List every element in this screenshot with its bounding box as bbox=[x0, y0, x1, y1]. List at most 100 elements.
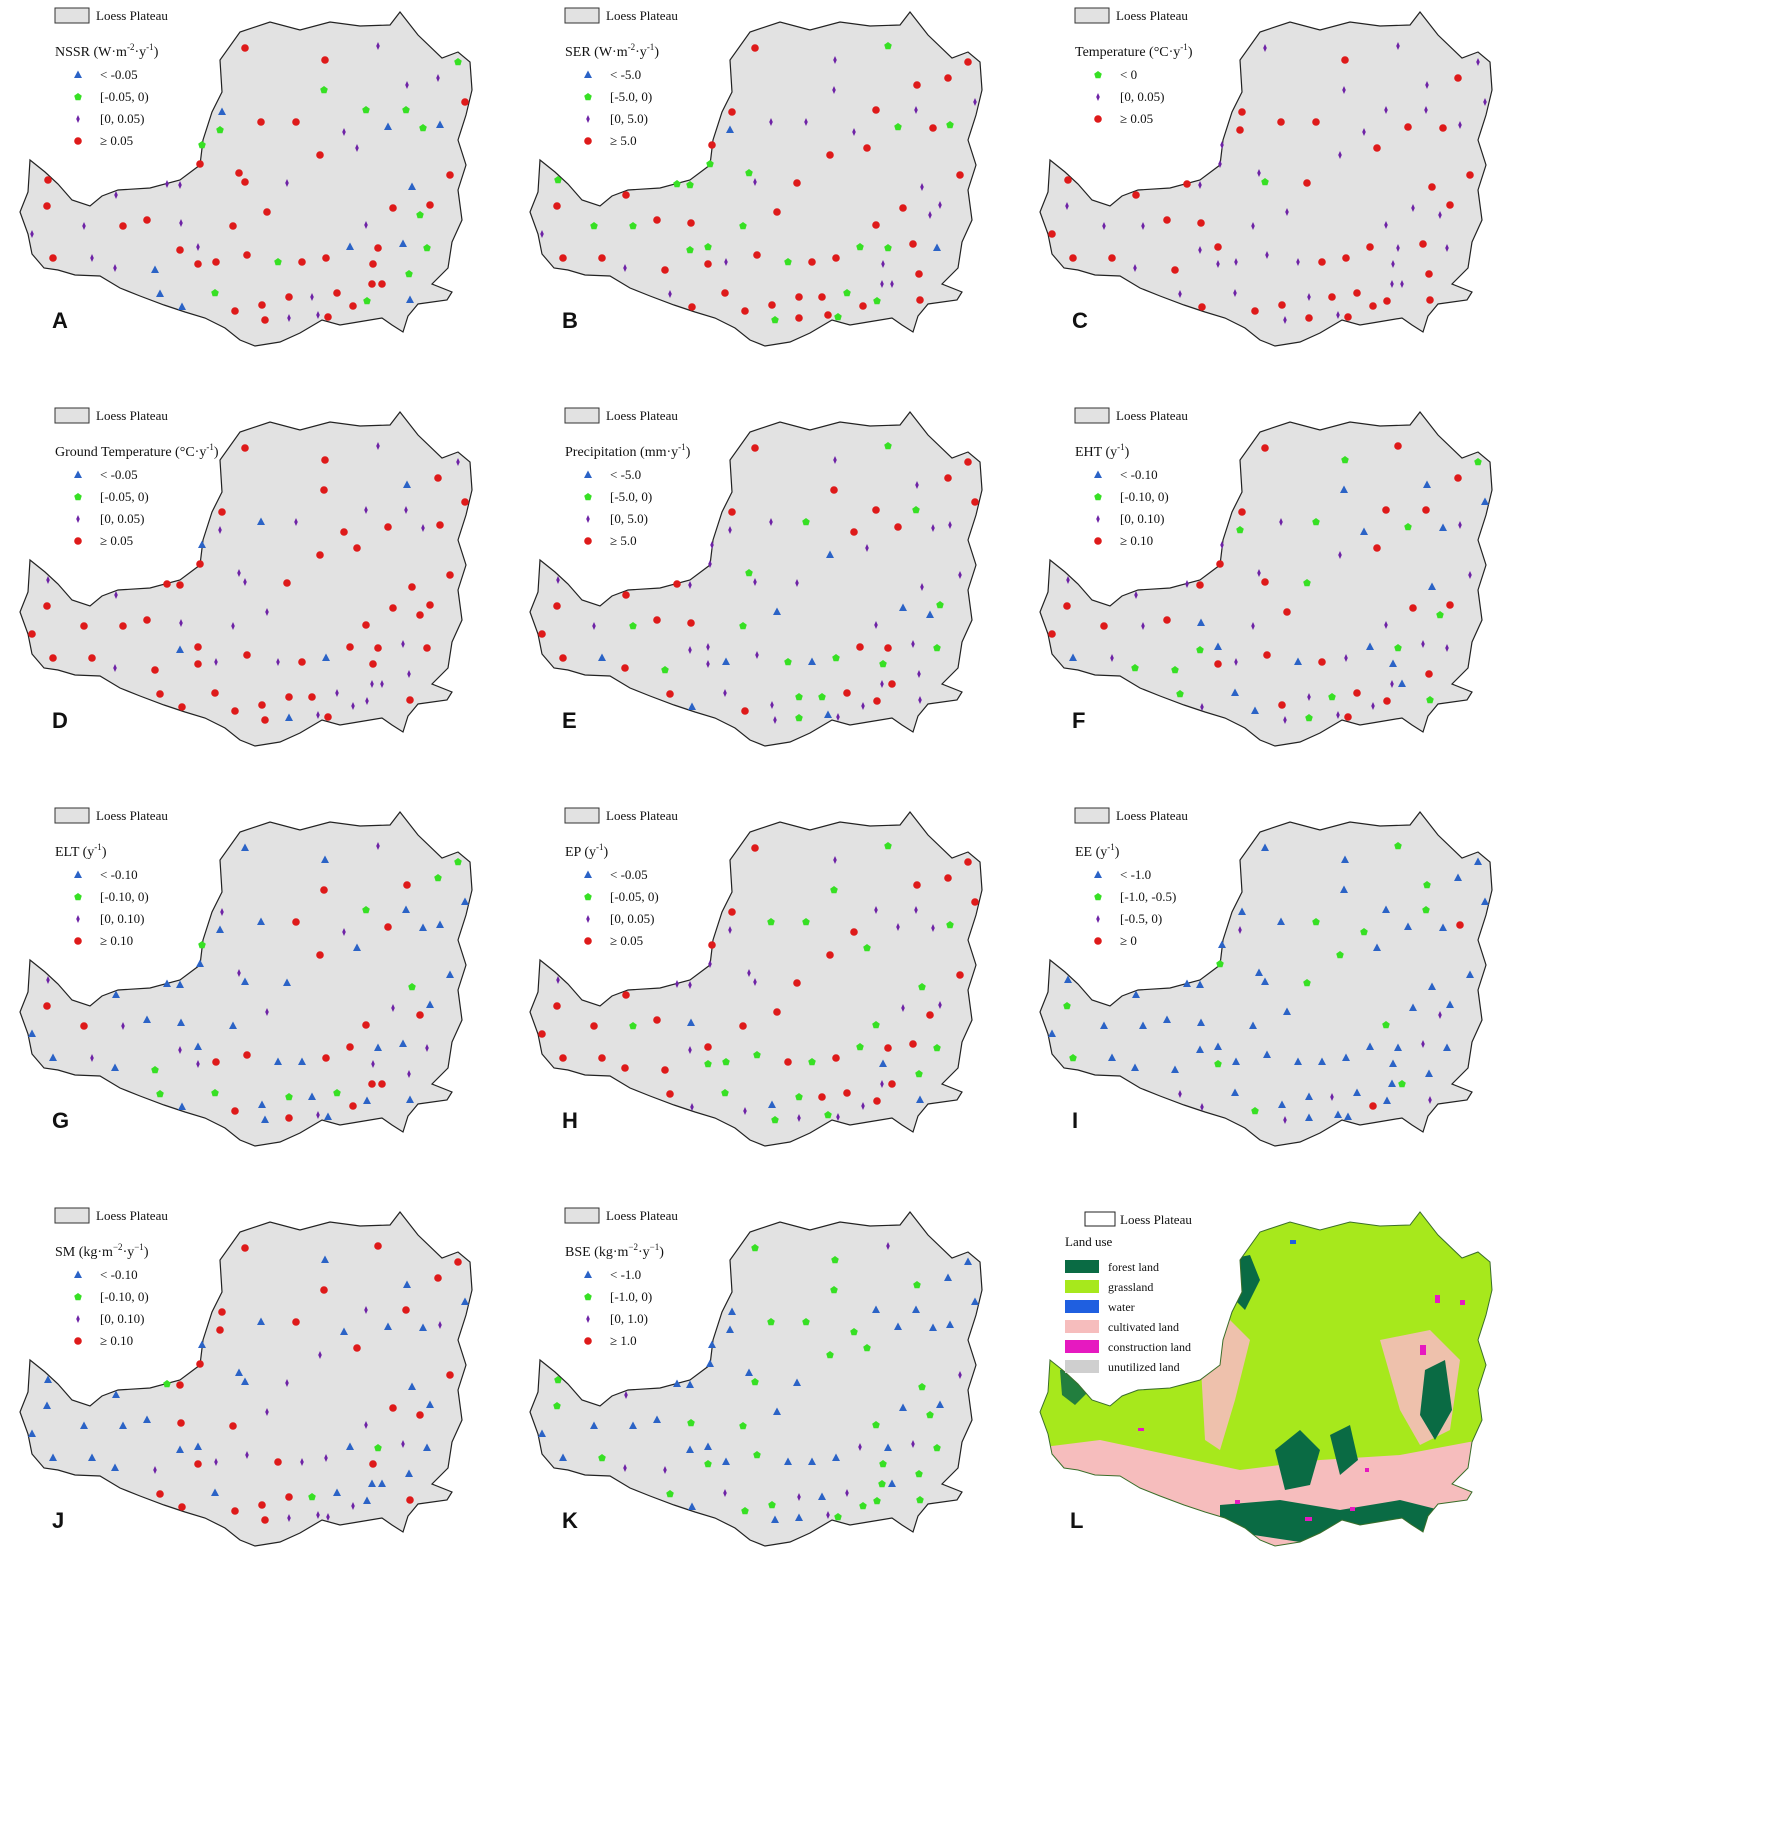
legend-item-circle: ≥ 1.0 bbox=[584, 1333, 637, 1348]
station-diamond bbox=[220, 908, 224, 916]
station-diamond bbox=[1307, 293, 1311, 301]
station-diamond bbox=[1336, 711, 1340, 719]
station-diamond bbox=[1425, 81, 1429, 89]
map-panel-i: Loess Plateau EE (y-1 )< -1.0 [-1.0, -0.5)… bbox=[1039, 807, 1493, 1147]
station-circle bbox=[888, 1080, 896, 1088]
station-triangle bbox=[399, 239, 407, 247]
station-diamond bbox=[1458, 521, 1462, 529]
station-diamond bbox=[1141, 222, 1145, 230]
station-circle bbox=[1196, 581, 1204, 589]
station-pentagon bbox=[795, 693, 803, 701]
station-pentagon bbox=[834, 1513, 842, 1521]
station-pentagon bbox=[915, 1470, 923, 1478]
station-triangle bbox=[1454, 873, 1462, 881]
station-diamond bbox=[1307, 693, 1311, 701]
station-pentagon bbox=[824, 1111, 832, 1119]
station-triangle bbox=[1263, 1050, 1271, 1058]
station-circle bbox=[261, 316, 269, 324]
panel-letter: F bbox=[1072, 708, 1085, 733]
legend-class-label: [-1.0, -0.5) bbox=[1120, 889, 1176, 904]
station-triangle bbox=[405, 1469, 413, 1477]
station-circle bbox=[830, 486, 838, 494]
station-pentagon bbox=[751, 1244, 759, 1252]
station-triangle bbox=[177, 1018, 185, 1026]
station-triangle bbox=[80, 1421, 88, 1429]
station-pentagon bbox=[1196, 646, 1204, 654]
station-pentagon bbox=[767, 918, 775, 926]
station-circle bbox=[728, 908, 736, 916]
region-legend-label: Loess Plateau bbox=[96, 408, 168, 423]
station-circle bbox=[218, 508, 226, 516]
station-circle bbox=[913, 881, 921, 889]
station-pentagon bbox=[1171, 666, 1179, 674]
station-circle bbox=[863, 144, 871, 152]
station-circle bbox=[843, 1089, 851, 1097]
station-circle bbox=[119, 222, 127, 230]
station-triangle bbox=[1481, 897, 1489, 905]
station-circle bbox=[241, 1244, 249, 1252]
station-diamond bbox=[1445, 644, 1449, 652]
map-panel-g: Loess Plateau ELT (y-1 ) < -0.10 [-0.10, 0)… bbox=[19, 807, 473, 1147]
station-diamond bbox=[1390, 280, 1394, 288]
station-triangle bbox=[1294, 1057, 1302, 1065]
station-circle bbox=[196, 160, 204, 168]
station-circle bbox=[416, 611, 424, 619]
station-circle bbox=[661, 266, 669, 274]
legend-class-label: [0, 5.0) bbox=[610, 111, 648, 126]
station-circle bbox=[229, 1422, 237, 1430]
station-triangle bbox=[1389, 1059, 1397, 1067]
station-pentagon bbox=[1303, 579, 1311, 587]
station-triangle bbox=[1261, 843, 1269, 851]
station-triangle bbox=[368, 1479, 376, 1487]
station-diamond bbox=[1198, 181, 1202, 189]
station-circle bbox=[316, 951, 324, 959]
legend-item-triangle: < -0.10 bbox=[74, 1267, 138, 1282]
station-circle bbox=[832, 254, 840, 262]
station-diamond bbox=[1396, 244, 1400, 252]
land-use-class-label: cultivated land bbox=[1108, 1320, 1179, 1334]
map-panel-k: Loess Plateau BSE (kg·m−2 ·y−1 ) < -1.0 [-1… bbox=[529, 1207, 983, 1547]
station-triangle bbox=[826, 550, 834, 558]
station-pentagon bbox=[918, 1383, 926, 1391]
station-circle bbox=[320, 486, 328, 494]
station-triangle bbox=[346, 242, 354, 250]
station-circle bbox=[1382, 506, 1390, 514]
station-circle bbox=[408, 583, 416, 591]
land-use-swatch bbox=[1065, 1340, 1099, 1353]
station-circle bbox=[793, 979, 801, 987]
station-triangle bbox=[198, 1340, 206, 1348]
station-diamond bbox=[1421, 640, 1425, 648]
station-pentagon bbox=[686, 246, 694, 254]
legend-class-label: [0, 0.05) bbox=[100, 111, 144, 126]
station-diamond bbox=[380, 680, 384, 688]
station-triangle bbox=[403, 1280, 411, 1288]
station-circle bbox=[308, 693, 316, 701]
station-diamond bbox=[316, 1511, 320, 1519]
station-circle bbox=[285, 1114, 293, 1122]
station-pentagon bbox=[363, 297, 371, 305]
station-circle bbox=[559, 254, 567, 262]
station-circle bbox=[1197, 219, 1205, 227]
station-diamond bbox=[1133, 264, 1137, 272]
station-circle bbox=[1318, 658, 1326, 666]
station-circle bbox=[340, 528, 348, 536]
legend-item-diamond: [0, 0.10) bbox=[76, 911, 144, 926]
station-circle bbox=[673, 580, 681, 588]
legend-class-label: < -1.0 bbox=[610, 1267, 641, 1282]
station-circle bbox=[1100, 622, 1108, 630]
station-triangle bbox=[112, 990, 120, 998]
station-pentagon bbox=[1394, 842, 1402, 850]
station-triangle bbox=[728, 1307, 736, 1315]
station-circle bbox=[1328, 293, 1336, 301]
station-circle bbox=[369, 660, 377, 668]
station-diamond bbox=[365, 697, 369, 705]
station-circle bbox=[1198, 303, 1206, 311]
station-diamond bbox=[1421, 1040, 1425, 1048]
station-diamond bbox=[1141, 622, 1145, 630]
station-pentagon bbox=[751, 1378, 759, 1386]
station-circle bbox=[321, 56, 329, 64]
station-circle bbox=[1261, 444, 1269, 452]
station-triangle bbox=[151, 265, 159, 273]
station-circle bbox=[929, 124, 937, 132]
station-circle bbox=[406, 1496, 414, 1504]
